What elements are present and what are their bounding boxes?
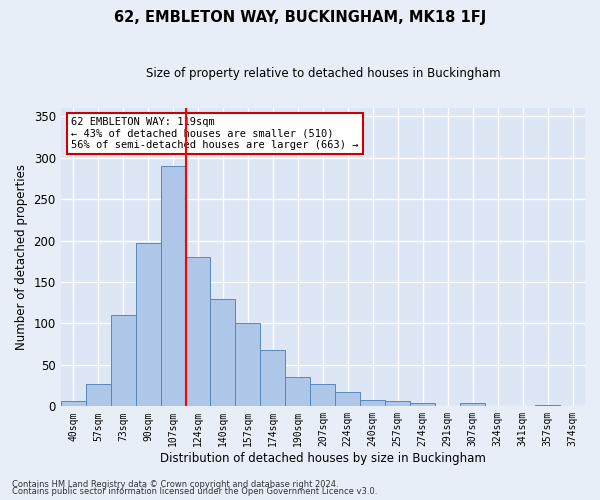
Bar xyxy=(335,392,360,406)
Bar xyxy=(61,402,86,406)
Bar xyxy=(385,402,410,406)
Bar xyxy=(460,403,485,406)
Bar xyxy=(136,243,161,406)
Text: Contains public sector information licensed under the Open Government Licence v3: Contains public sector information licen… xyxy=(12,487,377,496)
Title: Size of property relative to detached houses in Buckingham: Size of property relative to detached ho… xyxy=(146,68,500,80)
Text: 62 EMBLETON WAY: 119sqm
← 43% of detached houses are smaller (510)
56% of semi-d: 62 EMBLETON WAY: 119sqm ← 43% of detache… xyxy=(71,117,359,150)
X-axis label: Distribution of detached houses by size in Buckingham: Distribution of detached houses by size … xyxy=(160,452,486,465)
Bar xyxy=(260,350,286,406)
Bar xyxy=(110,315,136,406)
Bar xyxy=(185,257,211,406)
Bar xyxy=(86,384,110,406)
Bar xyxy=(286,376,310,406)
Text: 62, EMBLETON WAY, BUCKINGHAM, MK18 1FJ: 62, EMBLETON WAY, BUCKINGHAM, MK18 1FJ xyxy=(114,10,486,25)
Text: Contains HM Land Registry data © Crown copyright and database right 2024.: Contains HM Land Registry data © Crown c… xyxy=(12,480,338,489)
Bar xyxy=(310,384,335,406)
Bar xyxy=(161,166,185,406)
Y-axis label: Number of detached properties: Number of detached properties xyxy=(15,164,28,350)
Bar xyxy=(360,400,385,406)
Bar xyxy=(410,403,435,406)
Bar xyxy=(235,324,260,406)
Bar xyxy=(211,298,235,406)
Bar xyxy=(535,404,560,406)
